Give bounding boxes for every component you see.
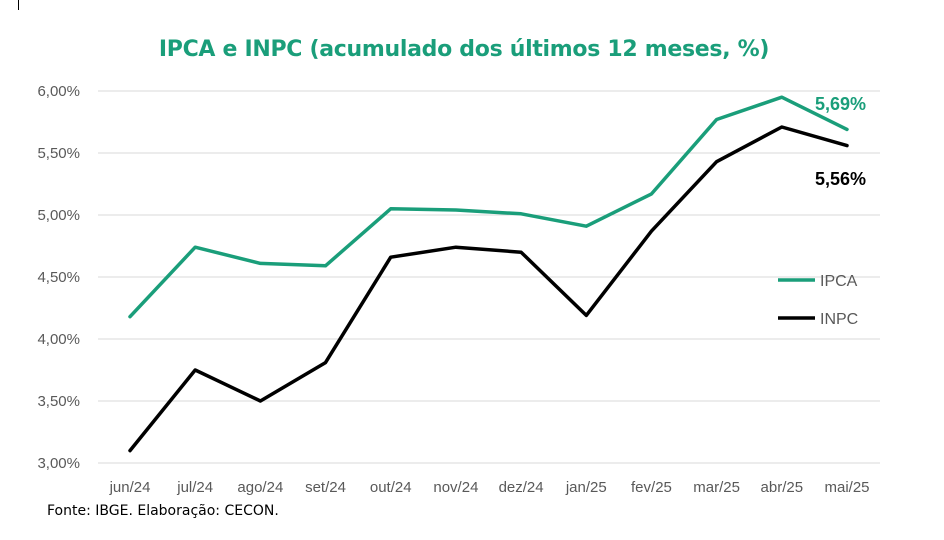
x-axis-ticks: jun/24 jul/24 ago/24 set/24 out/24 nov/24 dez/… [109, 479, 870, 496]
x-tick-label: nov/24 [433, 479, 478, 496]
x-tick-label: mai/25 [824, 479, 869, 496]
x-tick-label: ago/24 [237, 479, 283, 496]
x-tick-label: jan/25 [565, 479, 607, 496]
gridlines [98, 90, 880, 464]
y-tick-label: 4,00% [37, 331, 80, 348]
x-tick-label: dez/24 [499, 479, 544, 496]
chart-title: IPCA e INPC (acumulado dos últimos 12 me… [159, 37, 769, 62]
x-tick-label: mar/25 [693, 479, 740, 496]
y-tick-label: 4,50% [37, 269, 80, 286]
end-labels: 5,69% 5,56% [815, 94, 866, 189]
data-label-ipca-last: 5,69% [815, 94, 866, 114]
x-tick-label: jul/24 [176, 479, 213, 496]
corner-mark [18, 0, 19, 10]
y-tick-label: 3,00% [37, 455, 80, 472]
series-line-inpc [128, 125, 849, 453]
y-tick-label: 6,00% [37, 83, 80, 100]
y-axis-ticks: 3,00% 3,50% 4,00% 4,50% 5,00% 5,50% 6,00% [37, 83, 80, 472]
x-tick-label: set/24 [305, 479, 346, 496]
x-tick-label: fev/25 [631, 479, 672, 496]
x-tick-label: jun/24 [109, 479, 151, 496]
legend: IPCA INPC [778, 273, 858, 328]
x-tick-label: out/24 [370, 479, 412, 496]
y-tick-label: 5,50% [37, 145, 80, 162]
legend-label-ipca: IPCA [820, 273, 858, 290]
x-tick-label: abr/25 [761, 479, 804, 496]
series-lines [128, 95, 849, 453]
series-line-ipca [128, 95, 849, 319]
source-note: Fonte: IBGE. Elaboração: CECON. [47, 503, 279, 519]
data-label-inpc-last: 5,56% [815, 169, 866, 189]
legend-label-inpc: INPC [820, 311, 858, 328]
y-tick-label: 3,50% [37, 393, 80, 410]
y-tick-label: 5,00% [37, 207, 80, 224]
